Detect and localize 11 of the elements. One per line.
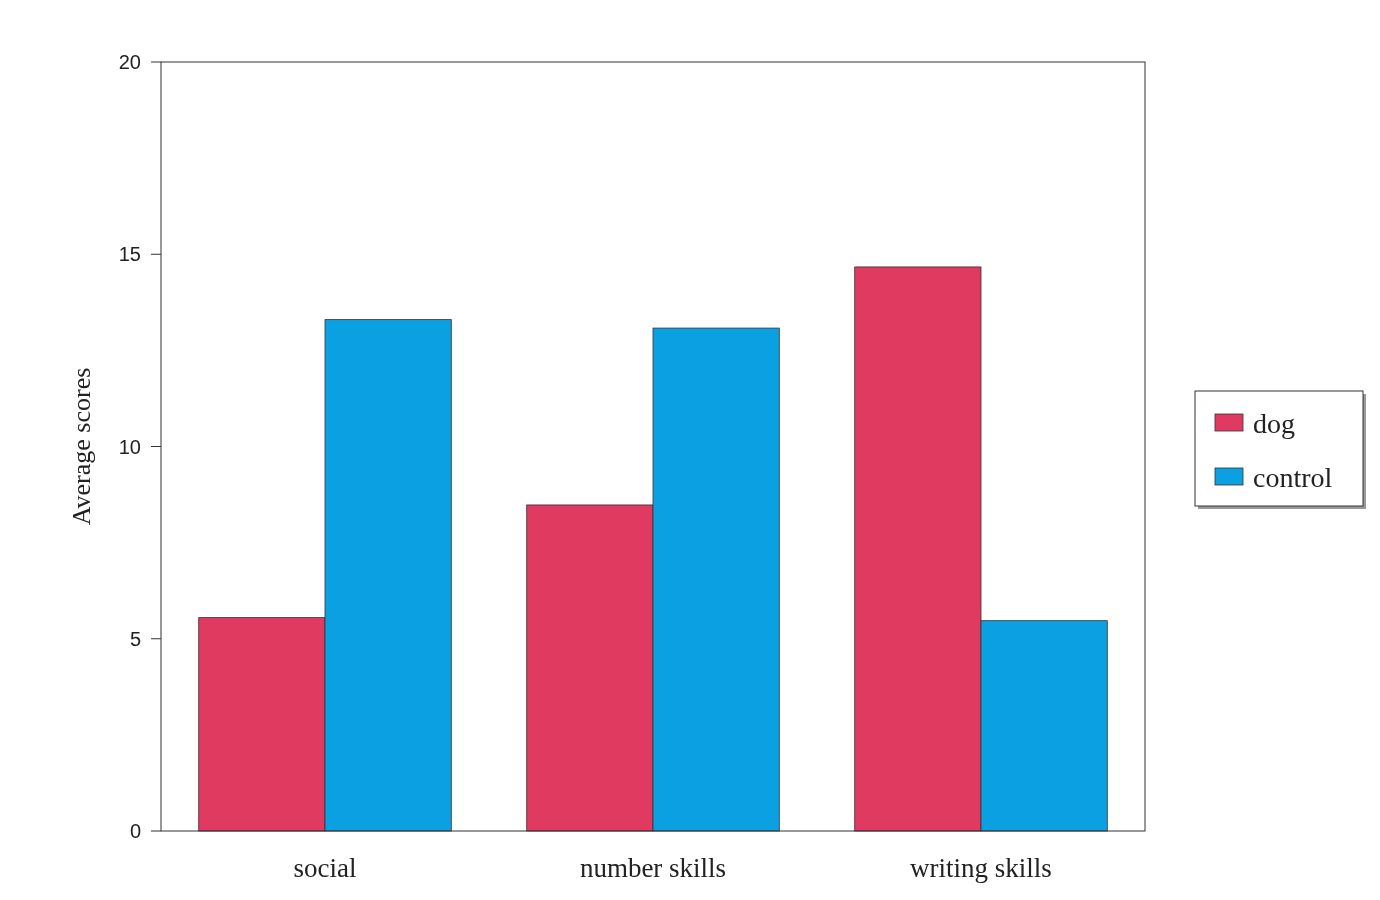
x-tick-label: social xyxy=(293,853,357,883)
y-tick-label: 20 xyxy=(118,51,141,73)
y-tick-label: 0 xyxy=(129,820,141,842)
y-tick-label: 10 xyxy=(118,435,141,458)
y-axis-title: Average scores xyxy=(67,367,96,526)
x-tick-label: writing skills xyxy=(910,853,1052,883)
y-tick-label: 15 xyxy=(118,243,141,266)
legend-label: dog xyxy=(1253,407,1295,439)
y-tick-label: 5 xyxy=(129,627,141,650)
x-tick-label: number skills xyxy=(579,853,727,883)
legend-label: control xyxy=(1253,461,1333,493)
